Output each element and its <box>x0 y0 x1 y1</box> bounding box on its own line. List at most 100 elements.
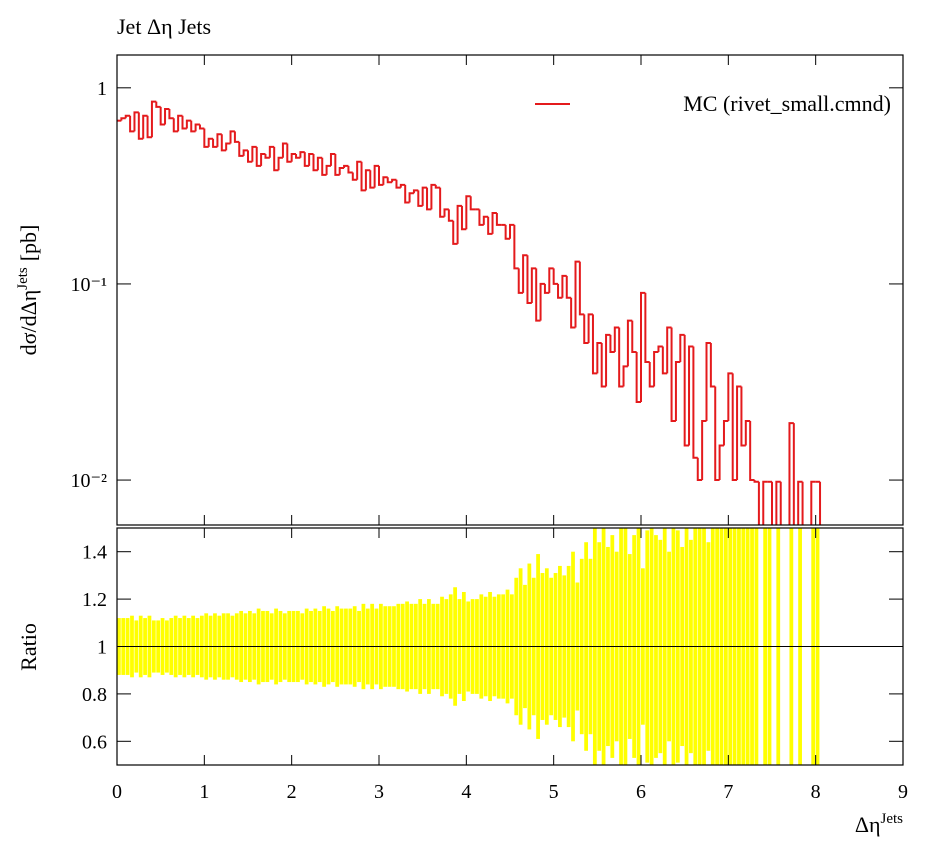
histogram-step <box>155 101 161 108</box>
y-tick-label: 10⁻² <box>70 470 107 492</box>
histogram-step <box>185 119 192 129</box>
histogram-step <box>526 255 532 304</box>
histogram-step <box>509 223 515 239</box>
histogram-step <box>295 153 301 159</box>
histogram-step <box>286 143 292 163</box>
histogram-step <box>242 149 248 156</box>
histogram-step <box>364 169 371 191</box>
histogram-step <box>749 421 755 482</box>
histogram-step <box>801 481 804 525</box>
histogram-step <box>504 224 510 240</box>
histogram-step <box>190 120 196 133</box>
histogram-step <box>709 342 716 388</box>
y-tick-label: 1.2 <box>82 589 107 611</box>
histogram-step <box>727 372 733 422</box>
histogram-step <box>194 123 200 132</box>
histogram-step <box>325 164 331 175</box>
histogram-step <box>657 345 663 352</box>
histogram-step <box>718 444 724 481</box>
histogram-step <box>583 314 589 344</box>
histogram-step <box>744 420 751 446</box>
histogram-step <box>482 215 489 225</box>
histogram-step <box>587 313 593 343</box>
histogram-step <box>233 131 240 143</box>
histogram-step <box>203 128 209 148</box>
histogram-step <box>670 327 676 423</box>
histogram-step <box>356 160 362 180</box>
y-label-main: dσ/dΔη <box>16 290 41 356</box>
histogram-step <box>164 107 170 125</box>
histogram-step <box>212 138 218 148</box>
y-tick-label: 0.6 <box>82 731 107 753</box>
y-tick-label: 1 <box>97 637 107 659</box>
histogram-step <box>591 314 598 375</box>
histogram-step <box>574 260 580 328</box>
histogram-step <box>757 481 760 525</box>
histogram-step <box>386 177 393 184</box>
histogram-step <box>788 422 794 525</box>
histogram-step <box>399 183 406 188</box>
histogram-step <box>530 267 537 303</box>
histogram-step <box>570 297 576 329</box>
ratio-error-band <box>811 528 816 765</box>
histogram-step <box>692 346 698 459</box>
histogram-step <box>561 274 567 298</box>
ratio-error-band <box>776 528 781 765</box>
histogram-step <box>543 283 550 294</box>
ratio-label: Ratio <box>16 623 41 671</box>
histogram-step <box>378 165 384 186</box>
histogram-step <box>421 186 428 206</box>
histogram-step <box>578 261 585 316</box>
ratio-band-layer <box>117 528 820 765</box>
histogram-step <box>469 196 476 211</box>
x-tick-label: 6 <box>636 781 646 803</box>
histogram-step <box>268 145 275 158</box>
histogram-step <box>150 100 157 138</box>
histogram-step <box>207 137 214 147</box>
histogram-step <box>609 334 615 353</box>
histogram-step <box>622 365 628 387</box>
histogram-step <box>133 111 139 132</box>
histogram-step <box>229 130 235 144</box>
histogram-step <box>810 480 816 525</box>
legend-label: MC (rivet_small.cmnd) <box>683 91 891 116</box>
histogram-step <box>696 457 703 482</box>
x-tick-label: 8 <box>811 781 821 803</box>
histogram-step <box>251 145 257 162</box>
x-axis-label: ΔηJets <box>855 811 903 837</box>
histogram-step <box>430 183 436 210</box>
histogram-step <box>613 326 620 352</box>
ratio-error-band <box>754 528 759 765</box>
histogram-step <box>653 350 659 387</box>
histogram-step <box>517 268 524 294</box>
chart-title: Jet Δη Jets <box>117 14 211 39</box>
histogram-step <box>417 190 423 207</box>
x-label-main: Δη <box>855 812 881 837</box>
histogram-step <box>513 224 519 270</box>
histogram-step <box>640 291 646 403</box>
histogram-layer <box>117 100 822 525</box>
histogram-step <box>129 115 135 133</box>
histogram-step <box>683 334 690 447</box>
histogram-step <box>382 176 388 185</box>
histogram-step <box>351 172 358 181</box>
histogram-step <box>168 108 174 120</box>
histogram-step <box>456 204 462 244</box>
histogram-step <box>644 292 650 363</box>
histogram-step <box>255 146 262 167</box>
histogram-step <box>705 341 711 422</box>
histogram-step <box>679 333 685 362</box>
histogram-step <box>731 373 738 482</box>
ratio-error-band <box>815 528 820 765</box>
x-tick-label: 0 <box>112 781 122 803</box>
histogram-step <box>404 184 410 204</box>
histogram-step <box>535 268 541 322</box>
histogram-step <box>635 351 641 404</box>
histogram-step <box>391 178 397 183</box>
histogram-step <box>557 283 563 299</box>
histogram-step <box>443 208 449 217</box>
histogram-step <box>674 360 681 422</box>
histogram-step <box>548 267 554 293</box>
histogram-step <box>220 134 227 152</box>
